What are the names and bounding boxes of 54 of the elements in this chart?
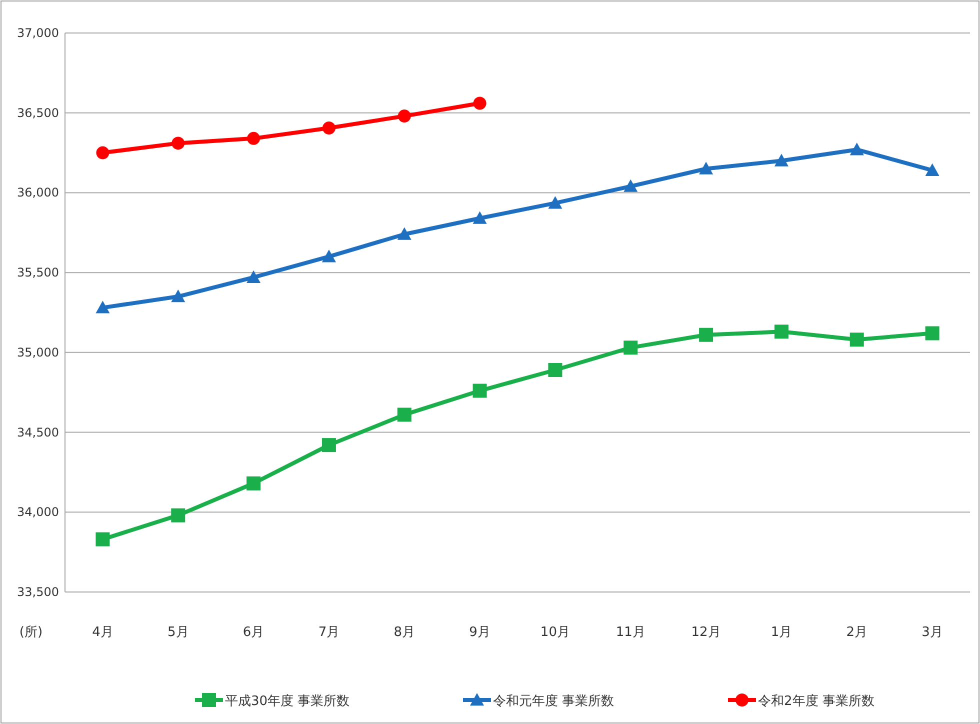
point (624, 340, 638, 355)
point (322, 250, 336, 262)
point (774, 154, 788, 166)
point (699, 162, 714, 174)
point (322, 438, 336, 452)
y-tick-label: 34,000 (17, 505, 59, 520)
point (473, 96, 486, 110)
point (96, 300, 110, 314)
y-tick-label: 34,500 (17, 425, 59, 440)
point (171, 290, 186, 302)
point (850, 332, 864, 347)
point (925, 163, 940, 176)
point (624, 179, 638, 192)
point (246, 270, 261, 283)
point (548, 362, 562, 377)
x-tick-label: 10月 (540, 625, 570, 640)
y-tick-label: 35,500 (17, 266, 59, 280)
point (171, 508, 186, 522)
point (96, 146, 110, 160)
point (246, 476, 261, 490)
legend-label: 平成30年度 事業所数 (225, 693, 350, 709)
y-tick-label: 36,000 (17, 186, 59, 200)
x-tick-label: 4月 (92, 625, 114, 640)
y-axis-title: (所) (19, 625, 43, 640)
x-tick-label: 8月 (394, 625, 416, 640)
point (548, 196, 562, 209)
point (247, 132, 260, 145)
point (96, 532, 110, 546)
point (172, 136, 185, 150)
legend-label: 令和2年度 事業所数 (758, 693, 874, 709)
point (472, 384, 487, 398)
x-tick-label: 11月 (616, 625, 646, 640)
point (850, 142, 864, 156)
y-tick-label: 35,000 (17, 345, 59, 360)
y-tick-label: 36,500 (17, 106, 59, 120)
x-tick-label: 2月 (846, 625, 868, 640)
point (398, 110, 411, 123)
y-tick-label: 33,500 (17, 585, 59, 599)
x-tick-label: 9月 (469, 625, 490, 640)
legend-label: 令和元年度 事業所数 (493, 693, 614, 709)
point (699, 328, 714, 342)
x-tick-label: 5月 (167, 625, 189, 640)
point (397, 408, 412, 422)
point (397, 227, 412, 240)
point (322, 122, 336, 135)
point (925, 326, 940, 340)
x-tick-label: 7月 (318, 625, 340, 640)
x-tick-label: 6月 (242, 625, 264, 640)
x-tick-label: 12月 (691, 625, 721, 640)
y-tick-label: 37,000 (17, 26, 59, 40)
x-tick-label: 3月 (922, 625, 943, 640)
point (472, 211, 487, 224)
x-tick-label: 1月 (770, 625, 792, 640)
point (774, 324, 788, 339)
